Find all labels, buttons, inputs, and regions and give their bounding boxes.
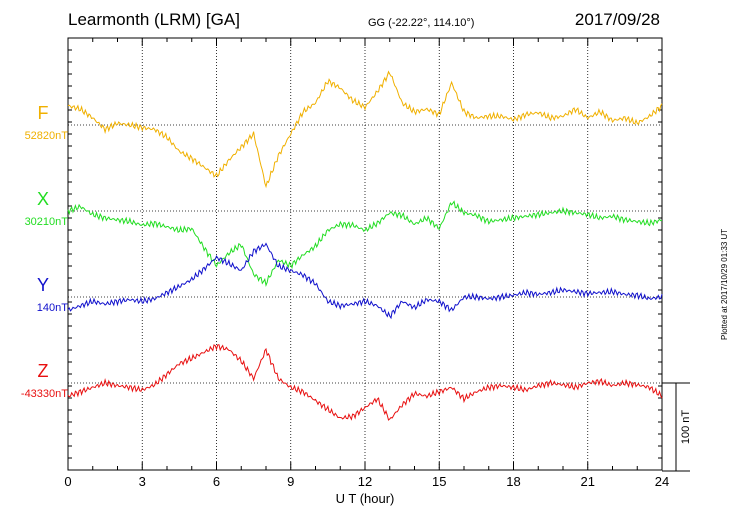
component-label-y: Y xyxy=(36,275,49,295)
component-label-f: F xyxy=(37,103,49,123)
x-tick-label: 6 xyxy=(213,474,220,489)
traces xyxy=(67,70,663,421)
x-tick-label: 3 xyxy=(139,474,146,489)
plot-date: 2017/09/28 xyxy=(574,10,660,29)
x-tick-label: 24 xyxy=(655,474,669,489)
x-tick-label: 18 xyxy=(506,474,520,489)
baseline-label-x: 30210nT xyxy=(24,216,68,228)
scale-bar: 100 nT xyxy=(662,382,692,472)
baseline-label-f: 52820nT xyxy=(24,130,68,142)
x-tick-label: 0 xyxy=(64,474,71,489)
x-tick-label: 9 xyxy=(287,474,294,489)
grid xyxy=(68,38,662,470)
station-title: Learmonth (LRM) [GA] xyxy=(68,10,240,29)
station-coordinates: GG (-22.22°, 114.10°) xyxy=(368,17,475,29)
plotted-at-note: Plotted at 2017/10/29 01:33 UT xyxy=(720,228,729,340)
component-label-x: X xyxy=(36,189,49,209)
baseline-label-y: 140nT xyxy=(36,302,68,314)
x-tick-label: 21 xyxy=(581,474,595,489)
trace-x xyxy=(67,200,663,287)
component-label-z: Z xyxy=(37,361,49,381)
scale-bar-label: 100 nT xyxy=(680,410,692,445)
x-tick-label: 15 xyxy=(432,474,446,489)
x-ticks: 0 3 6 9 12 15 18 21 24 xyxy=(64,38,669,489)
trace-f xyxy=(67,70,663,189)
trace-y xyxy=(67,242,663,320)
baseline-label-z: -43330nT xyxy=(20,388,68,400)
x-tick-label: 12 xyxy=(358,474,372,489)
trace-z xyxy=(67,344,663,421)
x-axis-label: U T (hour) xyxy=(336,491,395,506)
